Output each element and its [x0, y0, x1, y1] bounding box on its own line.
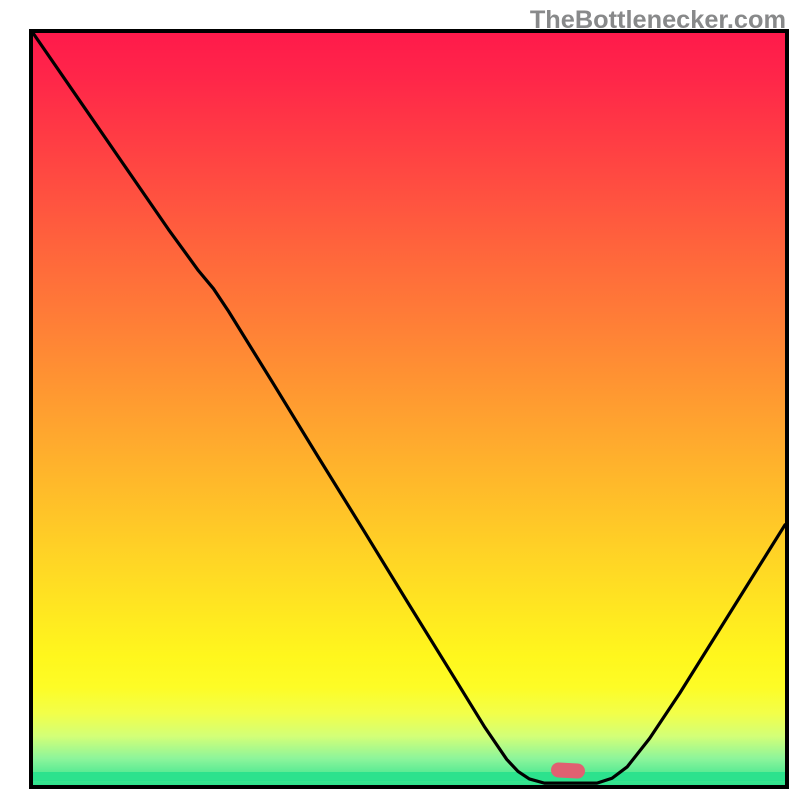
- chart-container: TheBottlenecker.com: [0, 0, 800, 800]
- plot-frame: [29, 29, 789, 789]
